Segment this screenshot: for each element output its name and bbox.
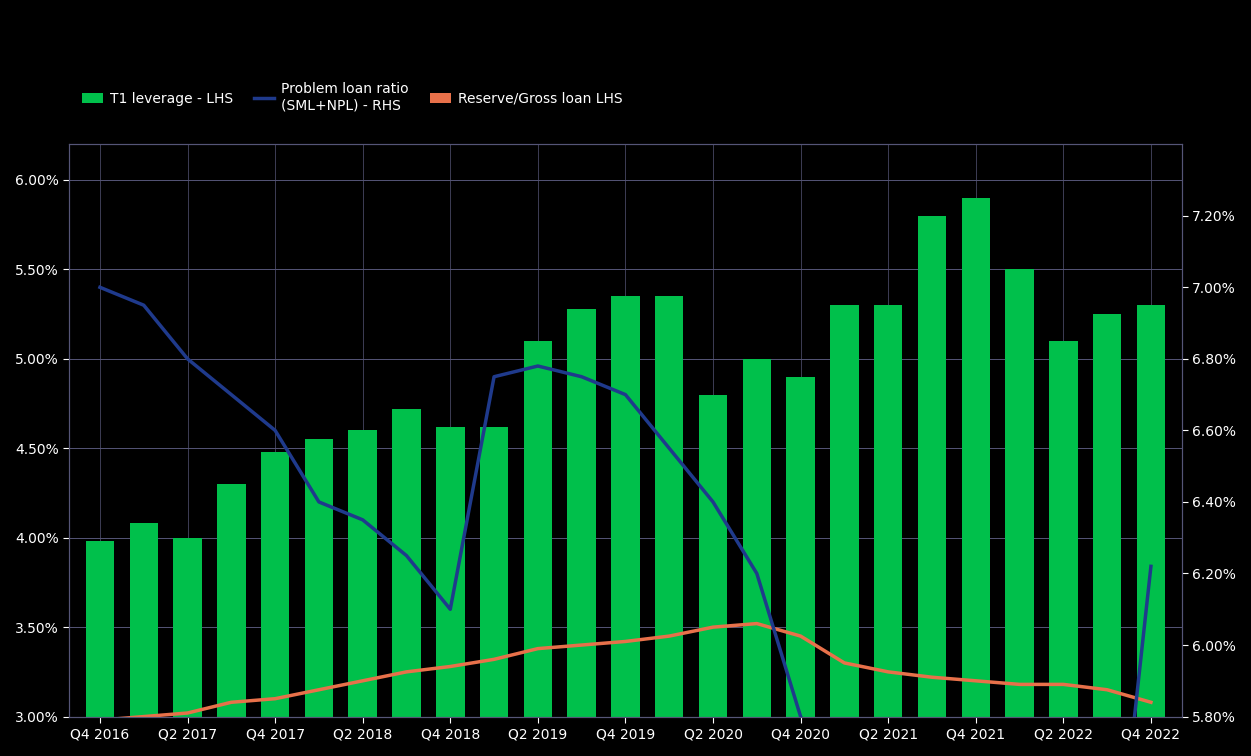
Bar <box>1006 269 1033 756</box>
Bar <box>393 409 420 756</box>
Bar <box>568 308 595 756</box>
Bar <box>86 541 114 756</box>
Bar <box>787 376 814 756</box>
Bar <box>699 395 727 756</box>
Bar <box>1093 314 1121 756</box>
Bar <box>437 427 464 756</box>
Bar <box>130 523 158 756</box>
Bar <box>743 359 771 756</box>
Bar <box>480 427 508 756</box>
Bar <box>1137 305 1165 756</box>
Legend: T1 leverage - LHS, Problem loan ratio
(SML+NPL) - RHS, Reserve/Gross loan LHS: T1 leverage - LHS, Problem loan ratio (S… <box>76 77 628 118</box>
Bar <box>918 215 946 756</box>
Bar <box>305 439 333 756</box>
Bar <box>261 452 289 756</box>
Bar <box>1050 341 1077 756</box>
Bar <box>831 305 858 756</box>
Bar <box>524 341 552 756</box>
Bar <box>874 305 902 756</box>
Bar <box>218 484 245 756</box>
Bar <box>349 430 377 756</box>
Bar <box>656 296 683 756</box>
Bar <box>612 296 639 756</box>
Bar <box>174 538 201 756</box>
Bar <box>962 198 990 756</box>
